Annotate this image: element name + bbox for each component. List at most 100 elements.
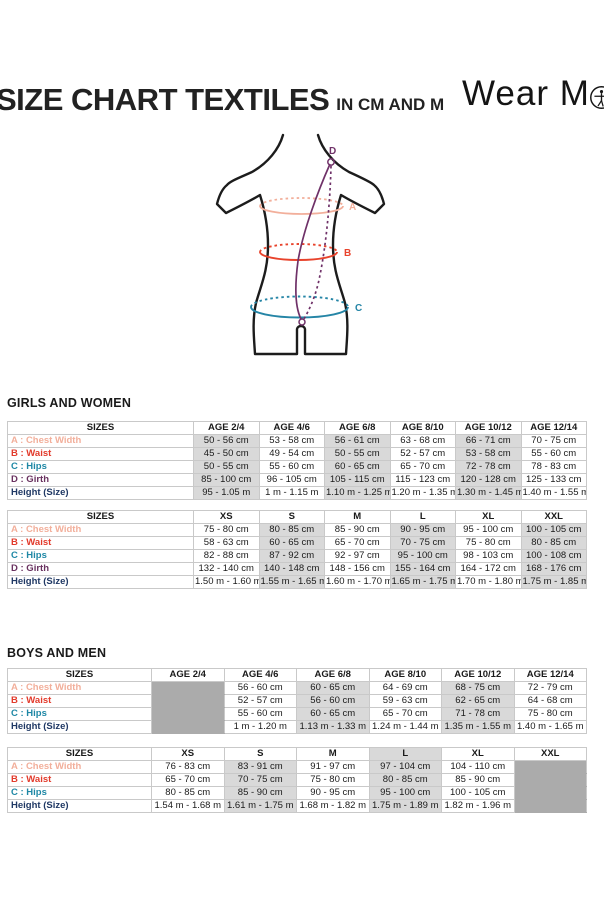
table-row: B : Waist 58 - 63 cm 60 - 65 cm 65 - 70 cm 7…	[7, 536, 587, 550]
column-header-cell: AGE 2/4	[151, 668, 225, 682]
column-header-cell: AGE 12/14	[513, 668, 587, 682]
row-label-cell: D : Girth	[7, 473, 194, 487]
value-cell: 140 - 148 cm	[258, 562, 325, 576]
value-cell: 55 - 60 cm	[258, 460, 325, 474]
value-cell: 1.20 m - 1.35 m	[389, 486, 456, 500]
value-cell: 1.24 m - 1.44 m	[368, 720, 442, 734]
value-cell: 80 - 85 cm	[368, 773, 442, 787]
value-cell: 168 - 176 cm	[520, 562, 587, 576]
sizes-header-cell: SIZES	[7, 747, 152, 761]
value-cell: 65 - 70 cm	[324, 536, 391, 550]
value-cell: 72 - 79 cm	[513, 681, 587, 695]
value-cell: 75 - 80 cm	[455, 536, 522, 550]
row-label-cell: Height (Size)	[7, 799, 152, 813]
diagram-label-c: C	[355, 303, 362, 314]
value-cell: 1.13 m - 1.33 m	[296, 720, 370, 734]
value-cell: 70 - 75 cm	[389, 536, 456, 550]
table-row: C : Hips 50 - 55 cm 55 - 60 cm 60 - 65 cm 65…	[7, 460, 587, 474]
section-heading-girls-women: GIRLS AND WOMEN	[7, 396, 132, 410]
value-cell: 85 - 100 cm	[193, 473, 260, 487]
value-cell: 155 - 164 cm	[389, 562, 456, 576]
value-cell: 52 - 57 cm	[389, 447, 456, 461]
girth-line-front	[295, 163, 331, 320]
value-cell: 104 - 110 cm	[441, 760, 515, 774]
value-cell: 80 - 85 cm	[258, 523, 325, 537]
value-cell: 125 - 133 cm	[520, 473, 587, 487]
waist-ellipse-front	[259, 243, 338, 253]
row-label-cell: C : Hips	[7, 460, 194, 474]
value-cell: 120 - 128 cm	[455, 473, 522, 487]
column-header-cell: AGE 8/10	[389, 421, 456, 435]
row-label-cell: Height (Size)	[7, 486, 194, 500]
row-label-cell: B : Waist	[7, 447, 194, 461]
row-label-cell: B : Waist	[7, 773, 152, 787]
page-header: SIZE CHART TEXTILES IN CM AND M	[0, 82, 444, 118]
value-cell: 60 - 65 cm	[324, 460, 391, 474]
value-cell: 95 - 100 cm	[455, 523, 522, 537]
table-row: B : Waist 52 - 57 cm 56 - 60 cm 59 - 63 cm 6…	[7, 694, 587, 708]
girth-shoulder-marker	[327, 158, 335, 166]
section-heading-boys-men: BOYS AND MEN	[7, 646, 107, 660]
value-cell: 1 m - 1.15 m	[258, 486, 325, 500]
girls-women-size-table: SIZES XS S M L XL XXL A : Chest Width 75 - 80 cm…	[7, 510, 587, 589]
girth-crotch-marker	[298, 318, 306, 326]
page-subtitle: IN CM AND M	[336, 95, 445, 114]
value-cell: 148 - 156 cm	[324, 562, 391, 576]
column-header-cell: XL	[441, 747, 515, 761]
column-header-cell: S	[223, 747, 297, 761]
value-cell: 1.65 m - 1.75 m	[389, 575, 456, 589]
value-cell: 115 - 123 cm	[389, 473, 456, 487]
row-label-cell: Height (Size)	[7, 575, 194, 589]
sizes-header-cell: SIZES	[7, 421, 194, 435]
blocked-cell	[513, 799, 587, 813]
table-row: A : Chest Width 75 - 80 cm 80 - 85 cm 85 - …	[7, 523, 587, 537]
value-cell: 95 - 100 cm	[368, 786, 442, 800]
value-cell: 100 - 105 cm	[520, 523, 587, 537]
value-cell: 56 - 60 cm	[223, 681, 297, 695]
value-cell: 64 - 68 cm	[513, 694, 587, 708]
value-cell: 68 - 75 cm	[441, 681, 515, 695]
row-label-cell: A : Chest Width	[7, 434, 194, 448]
table-row: Height (Size) 1.54 m - 1.68 m 1.61 m - 1.7…	[7, 799, 587, 813]
column-header-cell: XS	[193, 510, 260, 524]
value-cell: 90 - 95 cm	[296, 786, 370, 800]
table-row: C : Hips 80 - 85 cm 85 - 90 cm 90 - 95 cm 95…	[7, 786, 587, 800]
value-cell: 63 - 68 cm	[389, 434, 456, 448]
value-cell: 95 - 100 cm	[389, 549, 456, 563]
value-cell: 1.40 m - 1.55 m	[520, 486, 587, 500]
value-cell: 60 - 65 cm	[258, 536, 325, 550]
value-cell: 75 - 80 cm	[296, 773, 370, 787]
value-cell: 55 - 60 cm	[520, 447, 587, 461]
row-label-cell: B : Waist	[7, 694, 152, 708]
column-header-cell: L	[368, 747, 442, 761]
value-cell: 1.75 m - 1.89 m	[368, 799, 442, 813]
value-cell: 91 - 97 cm	[296, 760, 370, 774]
torso-outline	[215, 133, 386, 356]
value-cell: 85 - 90 cm	[223, 786, 297, 800]
value-cell: 85 - 90 cm	[324, 523, 391, 537]
value-cell: 98 - 103 cm	[455, 549, 522, 563]
table-row: D : Girth 85 - 100 cm 96 - 105 cm 105 - 115…	[7, 473, 587, 487]
table-row: D : Girth 132 - 140 cm 140 - 148 cm 148 - 1…	[7, 562, 587, 576]
value-cell: 50 - 55 cm	[324, 447, 391, 461]
value-cell: 96 - 105 cm	[258, 473, 325, 487]
boys-men-size-table: SIZES XS S M L XL XXL A : Chest Width 76 - 83 cm…	[7, 747, 587, 813]
page-title: SIZE CHART TEXTILES	[0, 82, 330, 117]
diagram-label-d: D	[329, 146, 336, 157]
sizes-header-cell: SIZES	[7, 510, 194, 524]
value-cell: 59 - 63 cm	[368, 694, 442, 708]
value-cell: 1.61 m - 1.75 m	[223, 799, 297, 813]
column-header-cell: L	[389, 510, 456, 524]
column-header-cell: XS	[151, 747, 225, 761]
value-cell: 49 - 54 cm	[258, 447, 325, 461]
row-label-cell: A : Chest Width	[7, 523, 194, 537]
diagram-label-a: A	[349, 202, 356, 213]
value-cell: 1.35 m - 1.55 m	[441, 720, 515, 734]
column-header-cell: AGE 8/10	[368, 668, 442, 682]
value-cell: 1.54 m - 1.68 m	[151, 799, 225, 813]
value-cell: 92 - 97 cm	[324, 549, 391, 563]
table-row: Height (Size) 1 m - 1.20 m 1.13 m - 1.33 m…	[7, 720, 587, 734]
chest-ellipse-back	[259, 205, 344, 215]
column-header-cell: AGE 6/8	[296, 668, 370, 682]
